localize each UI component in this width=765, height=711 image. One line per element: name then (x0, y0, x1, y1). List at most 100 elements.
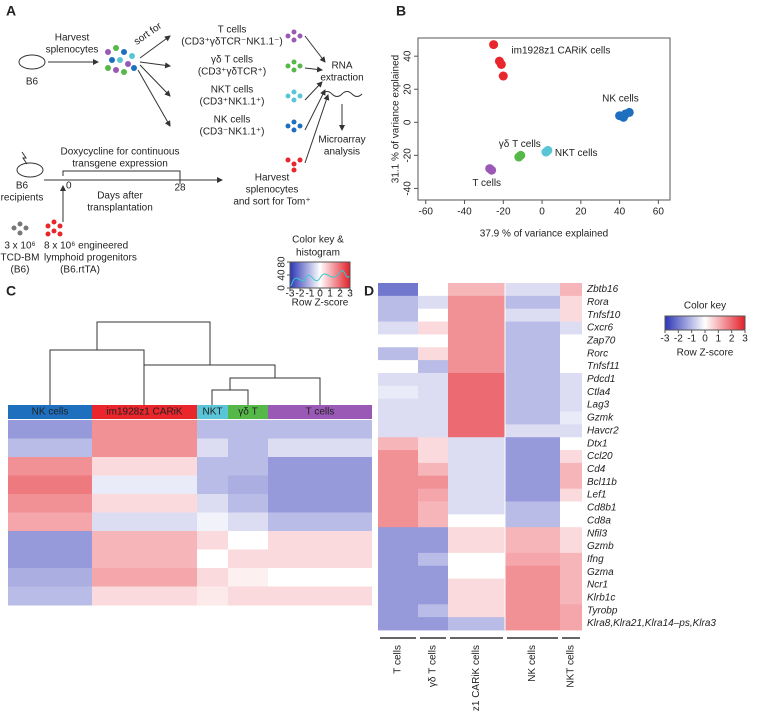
heatmap-cell (418, 308, 448, 322)
heatmap-cell (560, 437, 582, 451)
population-label: (CD3⁻NK1.1⁺) (199, 127, 264, 138)
heatmap-cell (448, 591, 505, 605)
label: transgene expression (72, 159, 168, 170)
heatmap-cell (505, 385, 560, 400)
heatmap-cell (505, 514, 560, 528)
heatmap-cell (418, 488, 448, 502)
heatmap-cell (560, 578, 582, 592)
key-label: Row Z-score (677, 348, 734, 359)
heatmap-cell (197, 475, 228, 495)
heatmap-cell (418, 591, 448, 605)
heatmap-cell (560, 617, 582, 631)
label: 3 x 10⁶ (4, 241, 35, 252)
panel-label: C (6, 283, 16, 299)
heatmap-cell (418, 398, 448, 412)
gene-label: Cd8a (587, 515, 611, 526)
key-tick-label: -1 (306, 289, 315, 300)
heatmap-cell (268, 531, 372, 550)
cell-icon (291, 67, 297, 73)
group-bar (197, 405, 228, 419)
heatmap-cell (197, 438, 228, 458)
heatmap-cell (378, 385, 418, 400)
label: B6 (16, 181, 29, 192)
heatmap-cell (505, 411, 560, 425)
bracket (62, 170, 181, 176)
key-title: Color key & (292, 235, 344, 246)
color-key (289, 261, 351, 289)
gene-label: Zbtb16 (586, 284, 619, 295)
cell-icon (291, 119, 297, 125)
heatmap-cell (505, 295, 560, 310)
heatmap-cell (378, 617, 418, 631)
population-label: NK cells (214, 115, 251, 126)
panel-label: D (364, 283, 374, 299)
heatmap-cell (418, 283, 448, 297)
arrow (304, 94, 330, 164)
heatmap-cell (378, 360, 418, 374)
heatmap-cell (92, 438, 197, 458)
heatmap-cell (560, 475, 582, 490)
cell-icon (291, 89, 297, 95)
group-label: NKT (203, 407, 223, 418)
x-tick-label: 20 (575, 207, 587, 218)
heatmap-cell (505, 591, 560, 605)
heatmap-cell (560, 295, 582, 310)
population-label: T cells (218, 25, 247, 36)
heatmap-cell (560, 411, 582, 425)
gene-label: Ccl20 (587, 451, 613, 462)
heatmap-cell (505, 372, 560, 387)
heatmap-cell (448, 514, 505, 528)
heatmap-cell (505, 334, 560, 348)
label: (B6.rtTA) (60, 265, 100, 276)
heatmap-cell (418, 475, 448, 490)
label: B6 (26, 77, 39, 88)
heatmap-cell (92, 586, 197, 606)
heatmap-cell (418, 321, 448, 335)
heatmap-cell (418, 540, 448, 554)
key-tick-label: 0 (317, 289, 323, 300)
group-bar (228, 405, 268, 419)
group-label: T cells (393, 645, 404, 674)
x-axis-title: 37.9 % of variance explained (480, 229, 608, 240)
hist-tick-label: 40 (277, 269, 288, 281)
heatmap-cell (378, 552, 418, 567)
x-tick-label: -40 (457, 207, 472, 218)
heatmap-cell (418, 372, 448, 387)
heatmap-cell (505, 488, 560, 502)
heatmap-cell (448, 321, 505, 335)
heatmap-cell (228, 586, 268, 606)
label: TCD-BM (1, 253, 40, 264)
heatmap-cell (228, 457, 268, 476)
heatmap-cell (560, 540, 582, 554)
y-tick-label: 0 (403, 119, 414, 125)
arrow (304, 66, 323, 73)
gene-label: Cd4 (587, 464, 606, 475)
heatmap-cell (448, 475, 505, 490)
heatmap-cell (560, 347, 582, 361)
heatmap-cell (228, 512, 268, 532)
heatmap-cell (378, 501, 418, 515)
label: 28 (174, 183, 186, 194)
key-title: histogram (296, 248, 340, 259)
heatmap-cell (8, 420, 92, 439)
cluster-label: T cells (472, 178, 501, 189)
heatmap-cell (378, 514, 418, 528)
irradiation-icon (21, 151, 28, 165)
gene-label: Gzma (587, 567, 614, 578)
group-label: T cells (306, 407, 335, 418)
gene-label: Zap70 (586, 335, 616, 346)
y-tick-label: -40 (403, 181, 414, 196)
key-tick-label: -3 (286, 289, 295, 300)
heatmap-cell (8, 586, 92, 606)
heatmap-cell (560, 321, 582, 335)
key-title: Color key (684, 301, 726, 312)
group-bar (8, 405, 92, 419)
heatmap-cell (448, 411, 505, 425)
heatmap-cell (448, 527, 505, 541)
population-label: (CD3⁺γδTCR⁺) (198, 67, 266, 78)
arrow (304, 35, 326, 63)
label: (B6) (11, 265, 30, 276)
label: Doxycycline for continuous (61, 147, 180, 158)
heatmap-cell (505, 617, 560, 631)
